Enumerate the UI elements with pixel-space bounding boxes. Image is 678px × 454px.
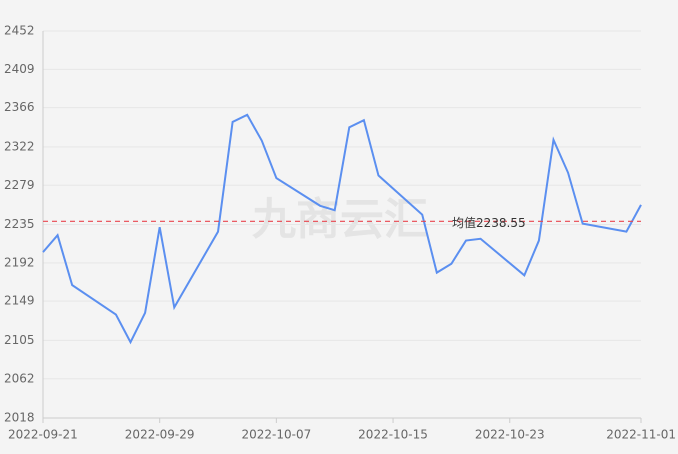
x-tick-label: 2022-10-23 [475, 428, 545, 442]
data-line [42, 113, 642, 345]
watermark: 九商云汇 [252, 194, 428, 245]
y-tick-label: 2062 [4, 371, 35, 385]
y-tick-label: 2105 [4, 333, 35, 347]
y-tick-label: 2149 [4, 294, 35, 308]
y-tick-label: 2192 [4, 255, 35, 269]
x-tick-label: 2022-10-15 [358, 428, 428, 442]
x-tick-label: 2022-09-29 [125, 428, 195, 442]
mean-label: 均值2238.55 [452, 215, 526, 230]
y-tick-label: 2279 [4, 178, 35, 192]
y-tick-label: 2322 [4, 139, 35, 153]
y-tick-label: 2366 [4, 100, 35, 114]
y-tick-label: 2452 [4, 24, 35, 38]
y-tick-label: 2235 [4, 217, 35, 231]
x-tick-label: 2022-11-01 [606, 428, 676, 442]
x-tick-label: 2022-10-07 [241, 428, 311, 442]
y-tick-label: 2409 [4, 62, 35, 76]
y-tick-label: 2018 [4, 411, 35, 425]
x-tick-label: 2022-09-21 [8, 428, 78, 442]
